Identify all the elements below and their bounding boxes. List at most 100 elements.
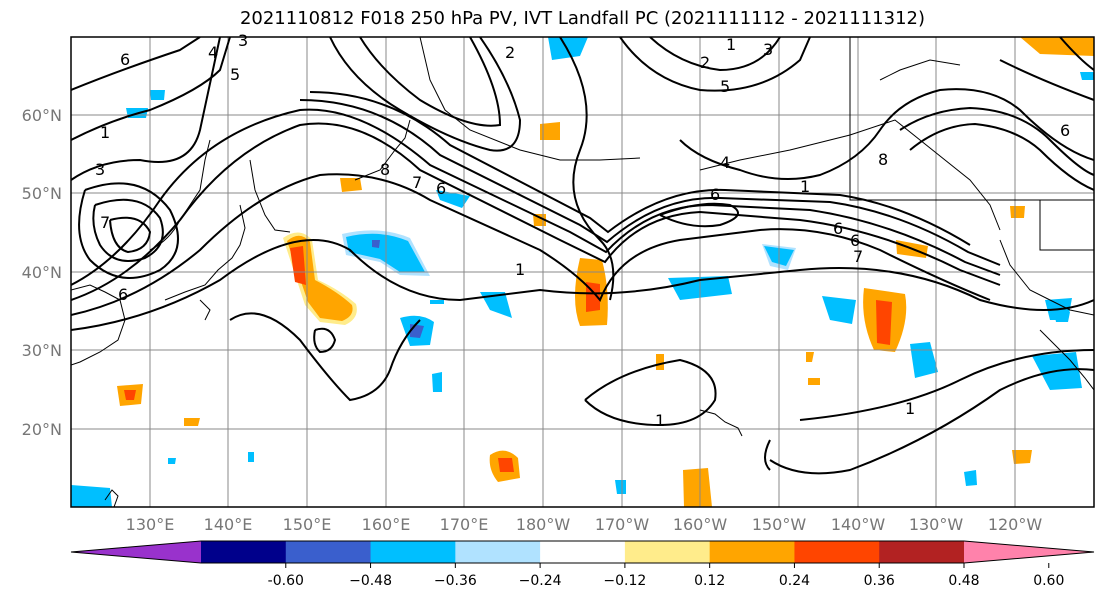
negative-anomaly-patch — [436, 190, 470, 208]
colorbar-tick-label: 0.24 — [779, 573, 810, 589]
lon-label: 150°E — [283, 515, 332, 534]
contour-label: 4 — [720, 153, 730, 172]
positive-anomaly-patch — [876, 300, 892, 345]
negative-anomaly-patch — [150, 90, 165, 100]
pv-contour-line — [229, 312, 421, 402]
lon-label: 160°E — [362, 515, 411, 534]
colorbar-segment — [455, 541, 541, 563]
pv-contour-line — [559, 37, 615, 301]
positive-anomaly-patch — [1020, 37, 1094, 56]
pv-contours — [71, 37, 1094, 475]
contour-label: 3 — [95, 160, 105, 179]
contour-label: 6 — [1060, 121, 1070, 140]
pv-contour-line — [71, 37, 221, 181]
contour-label: 7 — [853, 247, 863, 266]
lon-label: 140°W — [831, 515, 886, 534]
negative-anomaly-patch — [1080, 72, 1094, 80]
contour-label: 1 — [100, 123, 110, 142]
positive-anomaly-patch — [498, 458, 514, 472]
colorbar-tick-label: −0.24 — [519, 573, 562, 589]
positive-anomaly-patch — [184, 418, 200, 426]
negative-anomaly-patch — [168, 458, 176, 464]
positive-anomaly-patch — [806, 352, 814, 362]
pv-contour-line — [71, 173, 991, 316]
pv-contour-line — [71, 122, 1001, 301]
pv-contour-line — [92, 198, 164, 262]
contour-label: 1 — [800, 177, 810, 196]
positive-anomaly-patch — [290, 246, 306, 285]
positive-anomaly-patch — [340, 178, 362, 192]
contour-label: 6 — [118, 285, 128, 304]
pv-contour-line — [1059, 37, 1094, 71]
positive-anomaly-patch — [656, 354, 664, 370]
contour-label: 6 — [436, 179, 446, 198]
pv-contour-line — [299, 99, 1001, 266]
contour-label: 3 — [238, 31, 248, 50]
pv-contour-line — [999, 59, 1094, 101]
pv-contour-line — [309, 91, 971, 246]
contour-label: 7 — [100, 213, 110, 232]
contour-label: 6 — [710, 185, 720, 204]
pv-contour-line — [71, 108, 1001, 286]
positive-anomaly-patch — [540, 122, 560, 140]
colorbar-segment — [709, 541, 795, 563]
negative-anomaly-patch — [480, 292, 512, 318]
negative-anomaly-patch — [71, 485, 112, 507]
pv-contour-line — [71, 37, 201, 91]
contour-label: 6 — [833, 219, 843, 238]
colorbar-tick-label: -0.60 — [268, 573, 304, 589]
colorbar-extend-high — [964, 541, 1094, 563]
colorbar-tick-label: 0.60 — [1033, 573, 1064, 589]
lon-label: 130°W — [909, 515, 964, 534]
colorbar-tick-label: −0.48 — [349, 573, 392, 589]
latitude-labels: 60°N 50°N 40°N 30°N 20°N — [22, 106, 62, 439]
positive-anomaly-patch — [1010, 206, 1025, 218]
colorbar-tick-label: −0.12 — [603, 573, 646, 589]
lon-label: 170°W — [595, 515, 650, 534]
positive-anomaly-patch — [1012, 450, 1032, 464]
lon-label: 150°W — [752, 515, 807, 534]
negative-anomaly-patch — [432, 372, 442, 392]
contour-label: 1 — [726, 35, 736, 54]
negative-anomaly-patch — [372, 240, 380, 248]
contour-label: 8 — [380, 160, 390, 179]
negative-anomaly-patch — [430, 300, 444, 304]
negative-anomaly-patch — [248, 452, 254, 462]
lon-label: 160°W — [673, 515, 728, 534]
contour-label: 8 — [878, 150, 888, 169]
pv-contour-line — [78, 182, 179, 279]
colorbar-tick-label: 0.12 — [694, 573, 725, 589]
pv-contour-line — [109, 216, 152, 254]
lat-label: 60°N — [22, 106, 62, 125]
lon-label: 120°W — [988, 515, 1043, 534]
contour-label: 5 — [720, 77, 730, 96]
pv-contour-line — [71, 239, 1094, 331]
negative-anomaly-patch — [822, 296, 856, 324]
positive-anomaly-patch — [683, 468, 712, 507]
contour-label: 1 — [515, 260, 525, 279]
map-title: 2021110812 F018 250 hPa PV, IVT Landfall… — [239, 8, 926, 29]
colorbar-tick-label: 0.48 — [948, 573, 979, 589]
colorbar-segment — [794, 541, 880, 563]
pv-contour-line — [799, 349, 1094, 421]
colorbar-segment — [285, 541, 372, 563]
pv-contour-line — [764, 439, 771, 471]
colorbar-segment — [624, 541, 711, 563]
pv-contour-line — [329, 37, 522, 152]
lat-label: 30°N — [22, 341, 62, 360]
contour-label: 4 — [208, 43, 218, 62]
contour-labels: 6 4 5 3 2 1 3 6 7 8 7 6 1 2 3 1 1 6 4 6 … — [95, 31, 1070, 430]
pv-contour-line — [359, 37, 502, 127]
positive-anomaly-patch — [124, 390, 136, 400]
contour-label: 7 — [412, 173, 422, 192]
contour-label: 2 — [505, 43, 515, 62]
colorbar-segment — [540, 541, 626, 563]
lon-label: 170°E — [440, 515, 489, 534]
colorbar-outline — [70, 540, 1095, 564]
plot-frame — [70, 36, 1095, 508]
pv-contour-line — [909, 122, 1094, 191]
pv-contour-line — [71, 37, 231, 141]
negative-anomaly-patch — [615, 480, 626, 494]
negative-anomaly-patch — [964, 470, 977, 486]
